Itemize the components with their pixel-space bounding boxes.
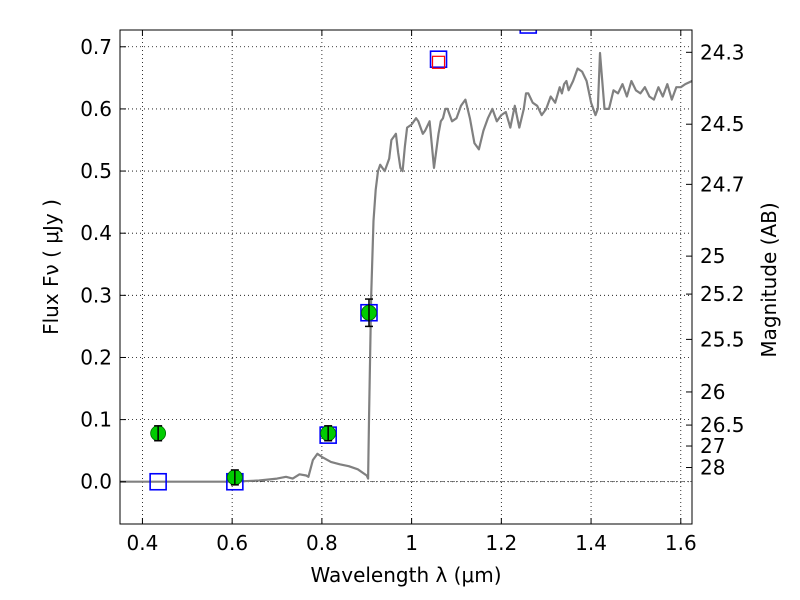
magnitude-tick-label: 25 <box>700 244 725 268</box>
grid <box>120 30 692 524</box>
magnitude-tick-label: 25.2 <box>700 282 745 306</box>
plot-series <box>120 30 692 491</box>
x-tick-label: 1.4 <box>575 531 607 555</box>
axis-ticks: 0.4 0.6 0.8 1 1.2 1.4 1.6 0.0 0.1 0.2 0.3 0.4 0.5 0.6… <box>80 30 745 555</box>
magnitude-tick-label: 24.7 <box>700 172 745 196</box>
y-axis-label: Flux Fν ( μJy ) <box>39 199 63 335</box>
magnitude-tick-label: 24.3 <box>700 40 745 64</box>
magnitude-tick-label: 27 <box>700 434 725 458</box>
magnitude-axis-label: Magnitude (AB) <box>757 202 781 357</box>
x-tick-label: 0.8 <box>306 531 338 555</box>
y-tick-label: 0.1 <box>80 408 112 432</box>
x-tick-label: 0.6 <box>216 531 248 555</box>
x-tick-label: 1.2 <box>485 531 517 555</box>
y-tick-label: 0.7 <box>80 35 112 59</box>
spectrum-line <box>120 51 692 483</box>
upper-limit-marker <box>431 55 446 69</box>
y-tick-label: 0.5 <box>80 159 112 183</box>
model-photometry-marker <box>429 50 448 69</box>
plot-frame <box>119 29 693 525</box>
x-tick-label: 0.4 <box>127 531 159 555</box>
y-tick-label: 0.3 <box>80 283 112 307</box>
y-tick-label: 0.4 <box>80 221 112 245</box>
model-photometry-marker <box>519 30 538 34</box>
magnitude-tick-label: 28 <box>700 456 725 480</box>
x-tick-label: 1.6 <box>665 531 697 555</box>
x-tick-label: 1 <box>405 531 418 555</box>
y-tick-label: 0.0 <box>80 470 112 494</box>
magnitude-tick-label: 26 <box>700 380 725 404</box>
x-axis-label: Wavelength λ (μm) <box>310 563 501 587</box>
y-tick-label: 0.6 <box>80 97 112 121</box>
y-tick-label: 0.2 <box>80 345 112 369</box>
magnitude-tick-label: 26.5 <box>700 413 745 437</box>
magnitude-tick-label: 25.5 <box>700 327 745 351</box>
model-photometry-marker <box>149 472 167 491</box>
magnitude-tick-label: 24.5 <box>700 112 745 136</box>
